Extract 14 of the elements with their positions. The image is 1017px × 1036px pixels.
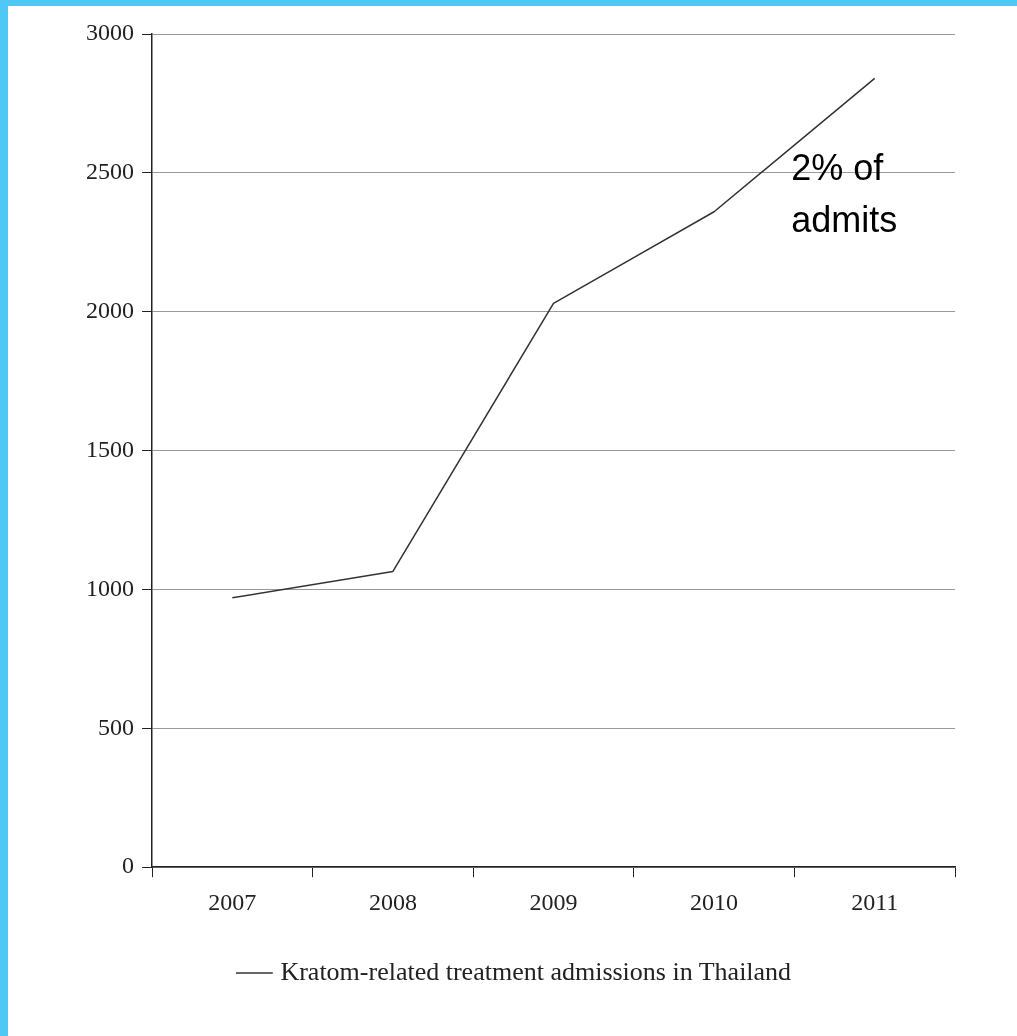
y-tick-label: 1500 — [86, 435, 134, 462]
x-tick-label: 2008 — [368, 888, 417, 915]
y-tick-label: 0 — [122, 852, 134, 879]
legend-label: Kratom-related treatment admissions in Thailand — [280, 956, 792, 986]
x-tick-label: 2011 — [851, 888, 899, 915]
y-tick-label: 2500 — [86, 158, 134, 185]
y-tick-label: 1000 — [86, 574, 134, 601]
y-tick-label: 3000 — [86, 19, 134, 46]
x-tick-label: 2010 — [690, 888, 739, 915]
x-tick-label: 2009 — [529, 888, 578, 915]
y-tick-label: 500 — [98, 713, 134, 740]
x-tick-label: 2007 — [208, 888, 257, 915]
annotation: 2% of admits — [791, 146, 898, 240]
y-tick-label: 2000 — [86, 297, 134, 324]
